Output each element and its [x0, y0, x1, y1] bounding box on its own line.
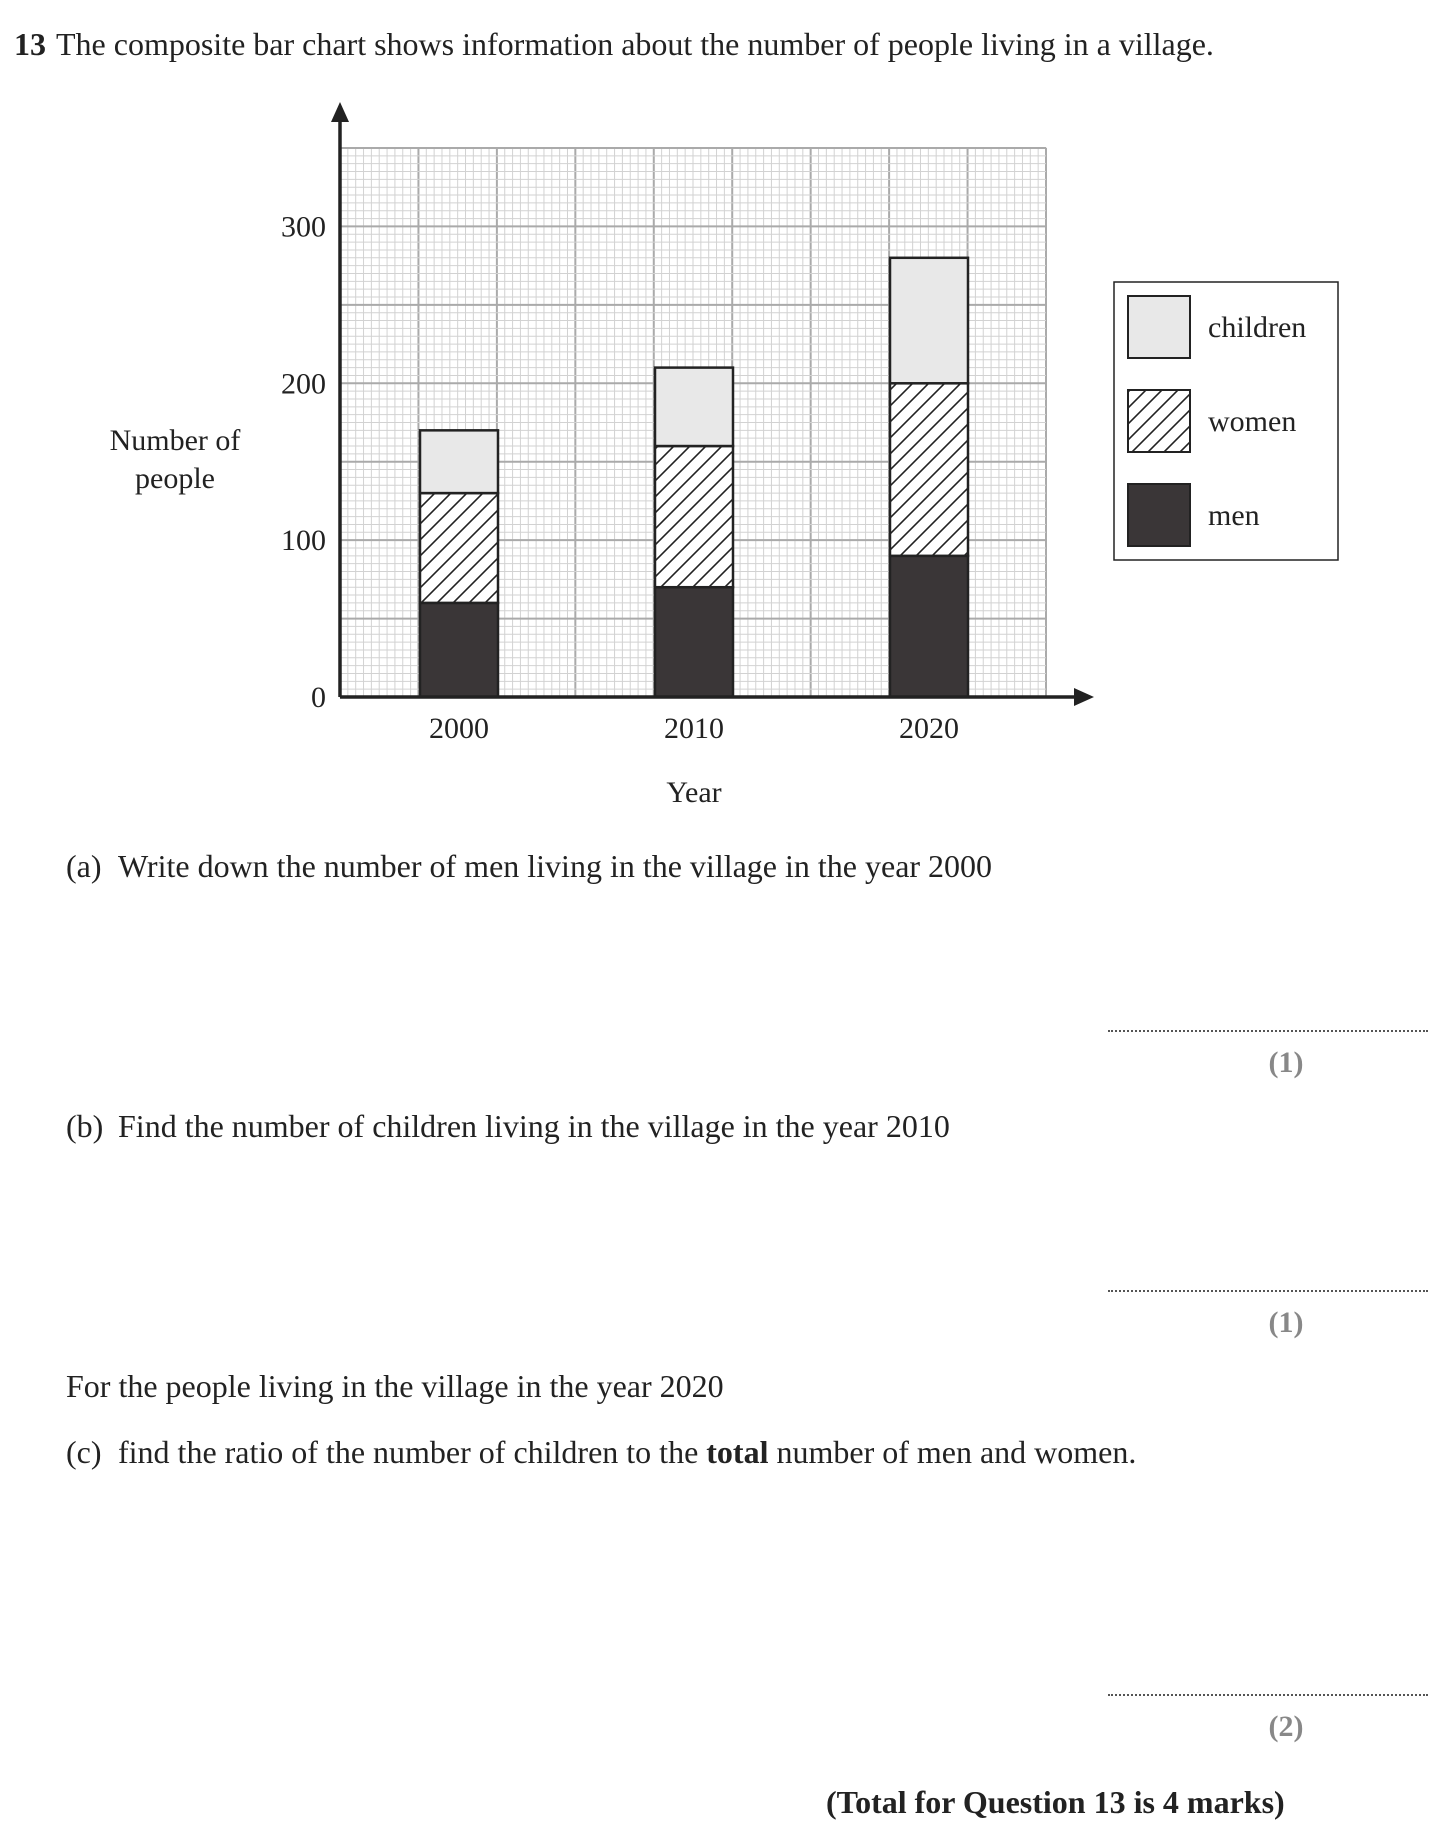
- legend-label-women: women: [1208, 405, 1296, 438]
- x-tick-label-2020: 2020: [899, 712, 959, 745]
- x-axis-arrow: [1074, 688, 1094, 706]
- bar-2020-children: [888, 256, 970, 385]
- legend-label-men: men: [1208, 499, 1260, 532]
- answer-line-b[interactable]: [1108, 1290, 1428, 1292]
- part-c-text-before: find the ratio of the number of children…: [118, 1434, 707, 1470]
- part-b: (b) Find the number of children living in…: [66, 1108, 950, 1145]
- part-c: (c) find the ratio of the number of child…: [66, 1434, 1136, 1471]
- part-b-label: (b): [66, 1108, 104, 1144]
- question-text: The composite bar chart shows informatio…: [56, 26, 1214, 62]
- bar-2000-men: [418, 601, 500, 699]
- answer-line-a[interactable]: [1108, 1030, 1428, 1032]
- bar-2020-women: [888, 382, 970, 558]
- y-tick-label-0: 0: [311, 681, 326, 714]
- y-axis-label: Number of people: [110, 424, 241, 495]
- x-tick-label-2000: 2000: [429, 712, 489, 745]
- marks-b: (1): [1268, 1306, 1304, 1339]
- legend-swatch-children: [1127, 295, 1191, 359]
- question-number: 13: [14, 26, 46, 62]
- legend-swatch-women: [1127, 389, 1191, 453]
- y-tick-label-300: 300: [281, 210, 326, 243]
- context-2020: For the people living in the village in …: [66, 1368, 724, 1404]
- bar-2000-women: [418, 491, 500, 605]
- chart-legend: children women men: [1113, 281, 1339, 561]
- part-a-label: (a): [66, 848, 102, 884]
- y-tick-label-200: 200: [281, 367, 326, 400]
- bar-2010-men: [653, 585, 735, 699]
- question-intro: 13 The composite bar chart shows informat…: [14, 26, 1214, 63]
- y-axis-arrow: [331, 102, 349, 122]
- x-tick-label-2010: 2010: [664, 712, 724, 745]
- total-marks: (Total for Question 13 is 4 marks): [826, 1784, 1285, 1820]
- bar-2010-women: [653, 444, 735, 589]
- composite-bar-chart: 0 100 200 300 2000 2010 2020 Year Number of peopl…: [110, 102, 1339, 809]
- part-b-text: Find the number of children living in th…: [118, 1108, 950, 1144]
- x-axis-label: Year: [666, 776, 721, 809]
- answer-line-c[interactable]: [1108, 1694, 1428, 1696]
- part-a-text: Write down the number of men living in t…: [118, 848, 993, 884]
- bar-2000-children: [418, 429, 500, 495]
- bar-2020-men: [888, 554, 970, 699]
- part-c-bold: total: [706, 1434, 769, 1470]
- part-a: (a) Write down the number of men living i…: [66, 848, 992, 885]
- part-c-label: (c): [66, 1434, 102, 1470]
- y-tick-label-100: 100: [281, 524, 326, 557]
- marks-a: (1): [1268, 1046, 1304, 1079]
- legend-label-children: children: [1208, 311, 1306, 344]
- legend-swatch-men: [1127, 483, 1191, 547]
- marks-c: (2): [1268, 1710, 1304, 1743]
- bar-2010-children: [653, 366, 735, 448]
- part-c-text-after: number of men and women.: [768, 1434, 1137, 1470]
